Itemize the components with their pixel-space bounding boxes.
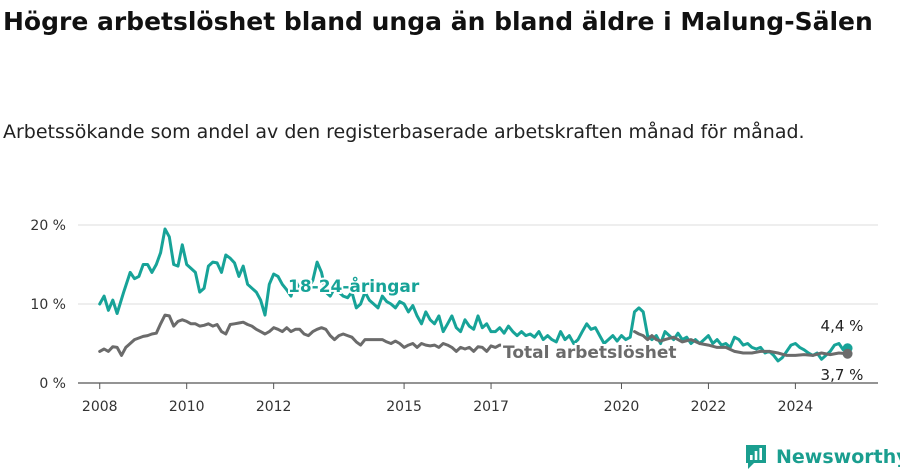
y-tick-label: 20 %: [30, 218, 66, 234]
x-tick-label: 2017: [473, 399, 509, 415]
x-tick-label: 2024: [778, 399, 814, 415]
series-end-point-1: [842, 348, 853, 359]
x-tick-label: 2010: [169, 399, 205, 415]
x-tick-label: 2012: [256, 399, 292, 415]
y-tick-label: 10 %: [30, 297, 66, 313]
x-tick-label: 2020: [604, 399, 640, 415]
y-axis: 0 % 10 % 20 %: [30, 218, 66, 392]
series-labels: 18-24-åringar Total arbetslöshet 4,4 % 3,7 …: [286, 273, 864, 384]
end-value-label-0: 4,4 %: [821, 317, 864, 335]
brand-logo: Newsworthy: [744, 441, 900, 473]
x-axis: 2008 2010 2012 2015 2017 2020 2022 2024: [78, 382, 878, 415]
series-name-label-1: Total arbetslöshet: [503, 343, 677, 363]
y-tick-label: 0 %: [39, 376, 66, 392]
end-value-label-1: 3,7 %: [821, 366, 864, 384]
brand-name: Newsworthy: [776, 446, 900, 468]
x-tick-label: 2015: [386, 399, 422, 415]
chart-subtitle: Arbetssökande som andel av den registerb…: [3, 121, 805, 143]
series-name-label-0: 18-24-åringar: [288, 275, 420, 297]
newsworthy-logo-icon: [746, 445, 766, 469]
series-line-1: [98, 313, 850, 357]
x-tick-label: 2008: [82, 399, 118, 415]
gridlines: [78, 224, 878, 384]
series-lines: [98, 227, 853, 363]
x-tick-label: 2022: [691, 399, 727, 415]
series-line-0: [98, 227, 850, 363]
chart-title: Högre arbetslöshet bland unga än bland ä…: [3, 7, 873, 36]
